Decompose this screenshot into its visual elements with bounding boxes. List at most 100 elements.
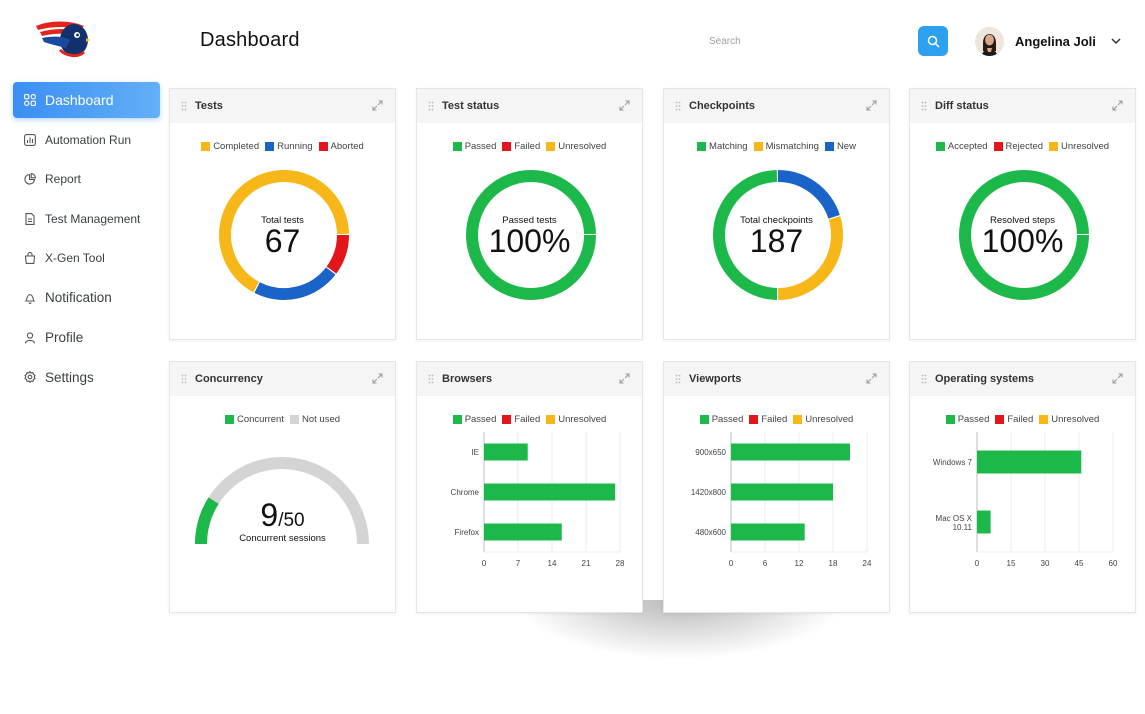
y-tick-label-line: IE xyxy=(471,448,479,457)
expand-icon[interactable] xyxy=(866,100,877,111)
expand-icon[interactable] xyxy=(619,100,630,111)
y-tick-label-line: 1420x800 xyxy=(691,488,727,497)
expand-icon[interactable] xyxy=(372,373,383,384)
drag-handle-icon[interactable] xyxy=(675,374,681,384)
test-status-donut-chart xyxy=(466,170,596,300)
sidebar-item-report[interactable]: Report xyxy=(13,161,160,197)
drag-handle-icon[interactable] xyxy=(181,374,187,384)
legend-swatch xyxy=(993,142,1003,151)
card-title: Operating systems xyxy=(935,373,1035,385)
bar-1420x800 xyxy=(731,483,833,501)
bird-logo-icon[interactable] xyxy=(30,18,90,60)
sidebar-item-notification[interactable]: Notification xyxy=(13,280,160,316)
x-tick-label: 60 xyxy=(1109,559,1118,568)
sidebar-item-settings[interactable]: Settings xyxy=(13,359,160,395)
x-tick-label: 21 xyxy=(582,559,591,568)
legend-swatch xyxy=(452,142,462,151)
drag-handle-icon[interactable] xyxy=(921,374,927,384)
bell-icon xyxy=(24,292,36,304)
sidebar-item-label: Profile xyxy=(45,330,84,346)
legend-swatch xyxy=(945,415,955,424)
bar-ie xyxy=(484,443,528,461)
y-tick-label: 1420x800 xyxy=(691,488,727,497)
operating-systems-bar-chart: 0 15 30 45 60 Windows 7 Mac OS X 10.11 xyxy=(933,432,1118,568)
legend-swatch xyxy=(289,415,299,424)
drag-handle-icon[interactable] xyxy=(675,101,681,111)
donut-center-label: Passed tests xyxy=(502,215,557,226)
expand-icon[interactable] xyxy=(1112,100,1123,111)
legend-label: Accepted xyxy=(947,141,988,152)
legend-swatch xyxy=(935,142,945,151)
donut-center-label: Total checkpoints xyxy=(740,215,813,226)
legend-swatch xyxy=(697,142,707,151)
legend-label: Not used xyxy=(301,414,341,425)
x-tick-label: 30 xyxy=(1041,559,1050,568)
legend-item: Accepted xyxy=(935,141,988,152)
legend-item: Failed xyxy=(749,414,787,425)
sidebar-item-label: Settings xyxy=(45,369,94,385)
search-input[interactable]: Search xyxy=(709,36,741,47)
gauge-fill xyxy=(195,497,219,545)
card-header: Tests xyxy=(170,89,395,123)
sidebar-item-label: Dashboard xyxy=(45,92,114,108)
grid-icon xyxy=(24,94,36,106)
y-tick-label: Firefox xyxy=(455,528,479,537)
sidebar-item-label: Test Management xyxy=(45,211,141,226)
legend-item: Matching xyxy=(697,141,748,152)
card-title: Diff status xyxy=(935,100,989,112)
sidebar-item-x-gen-tool[interactable]: X-Gen Tool xyxy=(13,240,160,276)
x-tick-label: 0 xyxy=(729,559,734,568)
legend-item: Running xyxy=(265,141,313,152)
user-menu[interactable]: Angelina Joli xyxy=(975,26,1122,56)
legend-swatch xyxy=(502,415,512,424)
legend-swatch xyxy=(502,142,512,151)
chart-icon xyxy=(24,133,36,146)
legend-label: Unresolved xyxy=(558,414,607,425)
legend-item: Unresolved xyxy=(793,414,853,425)
legend-item: Concurrent xyxy=(224,414,284,425)
legend-swatch xyxy=(265,142,275,151)
avatar[interactable] xyxy=(975,26,1004,56)
bag-icon xyxy=(24,252,36,265)
card-header: Diff status xyxy=(910,89,1135,123)
gauge-max: /50 xyxy=(278,510,305,531)
sidebar-item-test-management[interactable]: Test Management xyxy=(13,201,160,237)
chart-legend: Concurrent Not used xyxy=(170,414,395,425)
drag-handle-icon[interactable] xyxy=(181,101,187,111)
card-title: Tests xyxy=(195,100,223,112)
legend-label: Matching xyxy=(709,141,748,152)
y-tick-label: Chrome xyxy=(451,488,480,497)
x-tick-label: 0 xyxy=(975,559,980,568)
drag-handle-icon[interactable] xyxy=(428,374,434,384)
legend-item: Completed xyxy=(201,141,259,152)
legend-label: Unresolved xyxy=(805,414,854,425)
legend-label: Failed xyxy=(761,414,788,425)
viewports-card: Viewports Passed Failed Unresolved 0 6 12 1… xyxy=(663,361,890,613)
chevron-down-icon[interactable] xyxy=(1110,35,1122,47)
donut-center-value: 187 xyxy=(749,223,804,259)
expand-icon[interactable] xyxy=(619,373,630,384)
card-header: Operating systems xyxy=(910,362,1135,396)
expand-icon[interactable] xyxy=(372,100,383,111)
x-tick-label: 15 xyxy=(1007,559,1016,568)
legend-item: Aborted xyxy=(318,141,364,152)
legend-item: Rejected xyxy=(993,141,1043,152)
sidebar-item-profile[interactable]: Profile xyxy=(13,320,160,356)
search-button[interactable] xyxy=(918,26,948,56)
expand-icon[interactable] xyxy=(866,373,877,384)
legend-item: Passed xyxy=(699,414,743,425)
donut-center-label: Total tests xyxy=(261,215,304,226)
browsers-card: Browsers Passed Failed Unresolved 0 7 14 21… xyxy=(416,361,643,613)
card-header: Checkpoints xyxy=(664,89,889,123)
x-tick-label: 28 xyxy=(616,559,625,568)
drag-handle-icon[interactable] xyxy=(921,101,927,111)
y-tick-label: Windows 7 xyxy=(933,458,973,467)
expand-icon[interactable] xyxy=(1112,373,1123,384)
legend-label: Failed xyxy=(514,141,541,152)
y-tick-label: Mac OS X 10.11 xyxy=(936,514,973,532)
drag-handle-icon[interactable] xyxy=(428,101,434,111)
donut-segment-passed xyxy=(466,170,596,300)
y-tick-label-line: 480x600 xyxy=(695,528,726,537)
sidebar-item-automation-run[interactable]: Automation Run xyxy=(13,122,160,158)
sidebar-item-dashboard[interactable]: Dashboard xyxy=(13,82,160,118)
